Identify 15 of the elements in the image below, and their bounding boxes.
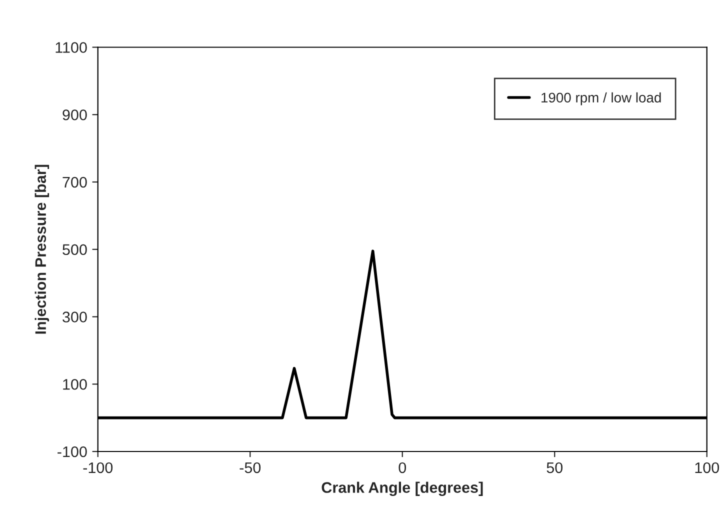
y-tick-label: -100 xyxy=(58,446,87,458)
y-tick-label: 1100 xyxy=(56,42,87,53)
y-tick-label: 500 xyxy=(62,244,87,256)
y-tick-label: 700 xyxy=(62,176,87,188)
x-axis-title: Crank Angle [degrees] xyxy=(322,482,483,496)
x-tick-label: 100 xyxy=(695,462,720,474)
x-tick-label: -50 xyxy=(240,462,261,474)
y-tick-label: 100 xyxy=(63,378,87,390)
y-axis-title: Injection Pressure [bar] xyxy=(34,164,50,334)
x-tick-label: 0 xyxy=(398,462,406,474)
x-tick-label: 50 xyxy=(546,462,563,474)
y-tick-label: 300 xyxy=(62,312,87,322)
y-tick-label: 900 xyxy=(62,109,87,120)
legend-label: 1900 rpm / low load xyxy=(542,92,661,106)
x-tick-label: -100 xyxy=(83,462,113,474)
